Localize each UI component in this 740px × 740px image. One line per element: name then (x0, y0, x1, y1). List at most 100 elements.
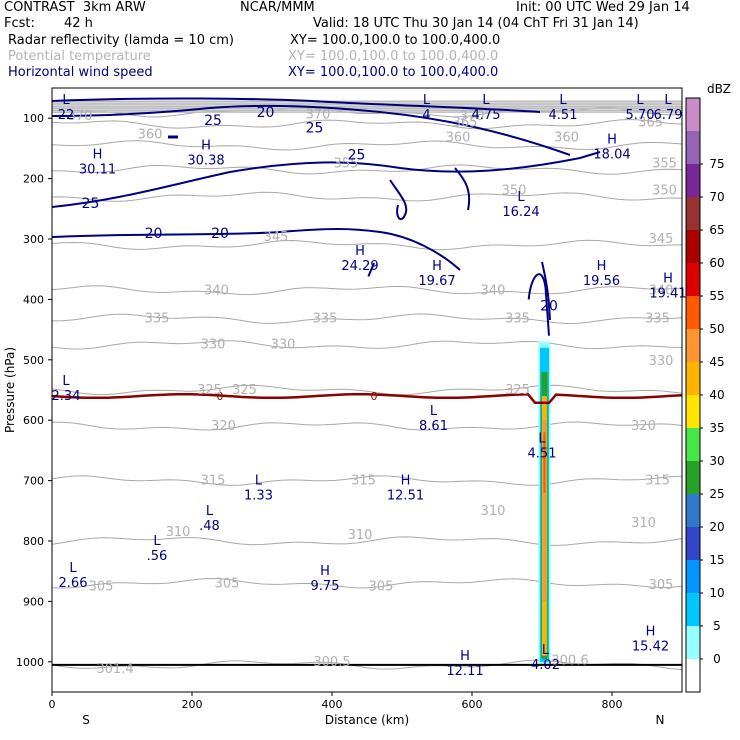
x-end-right: N (656, 713, 665, 727)
isentrope-label: 305 (215, 576, 240, 591)
field-reflectivity-name: Radar reflectivity (lamda = 10 cm) (8, 33, 234, 48)
isentrope-305 (52, 577, 682, 589)
isentrope-label: 370 (306, 108, 331, 123)
colorbar-label: 25 (709, 487, 724, 501)
y-axis-title: Pressure (hPa) (3, 347, 17, 433)
wind-speed-label: 25 (306, 120, 324, 136)
isentrope-label: 350 (652, 184, 677, 199)
colorbar-bin (686, 197, 700, 230)
isentrope-label: 305 (89, 579, 114, 594)
extremum-value: 1.33 (244, 489, 273, 504)
isentrope-330 (52, 340, 682, 350)
extremum-high: H19.56 (583, 259, 620, 289)
extremum-type: L (62, 93, 70, 108)
colorbar-label: 15 (709, 553, 724, 567)
extremum-value: 15.42 (632, 640, 669, 655)
valid-time: Valid: 18 UTC Thu 30 Jan 14 (04 ChT Fri … (313, 16, 639, 31)
x-tick-label: 600 (462, 698, 483, 711)
isentrope-label: 340 (204, 283, 229, 298)
extremum-type: L (482, 93, 490, 108)
freezing-level-label: 0 (371, 390, 378, 403)
colorbar-bin (686, 461, 700, 494)
extremum-type: L (430, 404, 438, 419)
colorbar-bin (686, 395, 700, 428)
y-tick-label: 700 (23, 475, 44, 488)
isentrope-320 (52, 421, 682, 431)
y-tick-label: 100 (23, 112, 44, 125)
isentrope-350 (52, 191, 682, 202)
extremum-value: 12.11 (446, 664, 483, 679)
wind-contour-2 (52, 151, 601, 208)
isentrope-label: 305 (649, 578, 674, 593)
isentrope-label: 370 (460, 109, 485, 124)
extremum-value: 30.11 (79, 162, 116, 177)
field-wind-xy: XY= 100.0,100.0 to 100.0,400.0 (288, 65, 499, 80)
isentrope-label: 335 (645, 312, 670, 327)
wind-contour-tail (367, 262, 375, 277)
colorbar-label: 70 (709, 190, 724, 204)
extremum-low: L4 (422, 93, 431, 123)
y-tick-label: 500 (23, 354, 44, 367)
wind-speed-label: 20 (540, 298, 558, 314)
isentrope-label: 310 (348, 528, 373, 543)
reflectivity-layer (538, 341, 551, 665)
extremum-value: 18.04 (593, 147, 630, 162)
extremum-type: H (607, 132, 617, 147)
extremum-type: H (320, 564, 330, 579)
colorbar-label: 0 (713, 652, 721, 666)
colorbar-label: 20 (709, 520, 724, 534)
field-reflectivity-xy: XY= 100.0,100.0 to 100.0,400.0 (290, 33, 501, 48)
extremum-value: 9.75 (311, 579, 340, 594)
extremum-type: L (153, 534, 161, 549)
model-title: CONTRAST 3km ARW (4, 0, 146, 15)
extremum-type: H (663, 271, 673, 286)
wind-contour-5 (454, 167, 471, 211)
extremum-type: L (62, 374, 70, 389)
field-theta-xy: XY= 100.0,100.0 to 100.0,400.0 (288, 49, 499, 64)
colorbar-bin (686, 494, 700, 527)
wind-contour-1 (52, 104, 571, 156)
isentrope-label: 315 (645, 474, 670, 489)
reflectivity-core-4 (542, 420, 547, 602)
extremum-type: L (255, 474, 263, 489)
extremum-value: 24.29 (341, 259, 378, 274)
extremum-low: L4.51 (549, 93, 578, 123)
extremum-value: 19.56 (583, 274, 620, 289)
extremum-value: 19.41 (649, 286, 686, 301)
extremum-type: L (538, 431, 546, 446)
isentrope-label: 345 (264, 230, 289, 245)
extremum-type: H (401, 474, 411, 489)
y-tick-label: 1000 (16, 656, 44, 669)
extremum-value: 16.24 (502, 205, 539, 220)
colorbar-label: 50 (709, 322, 724, 336)
extremum-value: 5.70 (626, 108, 655, 123)
isentrope-label: 350 (502, 184, 527, 199)
colorbar-bin (686, 527, 700, 560)
extremum-type: H (597, 259, 607, 274)
x-tick-label: 0 (49, 698, 56, 711)
isentrope-label: 365 (638, 115, 663, 130)
extremum-high: H12.11 (446, 649, 483, 679)
colorbar-label: 45 (709, 355, 724, 369)
colorbar-unit: dBZ (707, 82, 731, 96)
isentrope-label: 340 (481, 283, 506, 298)
extremum-low: L16.24 (502, 190, 539, 220)
extremum-low: L8.61 (419, 404, 448, 434)
isentrope-label: 370 (68, 109, 93, 124)
extremum-value: .56 (147, 549, 168, 564)
colorbar-bin (686, 659, 700, 692)
extremum-high: H30.11 (79, 147, 116, 177)
extremum-value: 12.51 (387, 489, 424, 504)
y-tick-label: 900 (23, 595, 44, 608)
isentrope-label: 310 (166, 525, 191, 540)
colorbar-label: 75 (709, 157, 724, 171)
isentrope-label: 320 (631, 419, 656, 434)
wind-contour-column (527, 273, 550, 336)
isentrope-label: 360 (446, 131, 471, 146)
isentrope-355 (52, 164, 682, 175)
wind-speed-label: 20 (211, 226, 229, 242)
colorbar-label: 55 (709, 289, 724, 303)
extremum-type: L (69, 561, 77, 576)
